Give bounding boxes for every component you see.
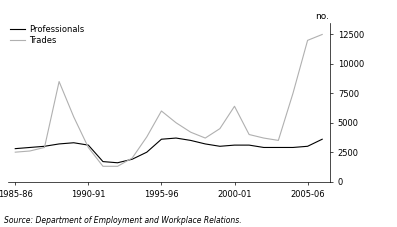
Trades [115,165,120,168]
Professionals [320,138,325,141]
Trades [27,150,32,152]
Text: Source: Department of Employment and Workplace Relations.: Source: Department of Employment and Wor… [4,216,242,225]
Trades [42,146,47,149]
Line: Professionals: Professionals [15,138,322,163]
Trades [130,157,135,159]
Trades [86,146,91,149]
Line: Trades: Trades [15,35,322,166]
Professionals [13,147,17,150]
Professionals [145,151,149,153]
Professionals [130,158,135,160]
Professionals [27,146,32,149]
Trades [276,139,281,142]
Trades [159,110,164,112]
Trades [13,151,17,153]
Trades [188,131,193,133]
Professionals [100,160,105,163]
Professionals [305,145,310,148]
Trades [145,136,149,138]
Trades [57,80,62,83]
Trades [203,137,208,139]
Professionals [247,144,252,146]
Professionals [173,137,178,139]
Trades [173,121,178,124]
Legend: Professionals, Trades: Professionals, Trades [10,24,85,46]
Trades [232,105,237,108]
Professionals [42,145,47,148]
Trades [261,137,266,139]
Professionals [261,146,266,149]
Text: no.: no. [316,12,330,21]
Professionals [188,139,193,142]
Trades [100,165,105,168]
Professionals [218,145,222,148]
Professionals [232,144,237,146]
Trades [71,116,76,118]
Professionals [159,138,164,141]
Professionals [71,141,76,144]
Professionals [57,143,62,145]
Professionals [203,143,208,145]
Professionals [115,161,120,164]
Trades [218,127,222,130]
Professionals [291,146,295,149]
Professionals [86,144,91,146]
Trades [291,92,295,95]
Trades [320,33,325,36]
Professionals [276,146,281,149]
Trades [247,133,252,136]
Trades [305,39,310,42]
